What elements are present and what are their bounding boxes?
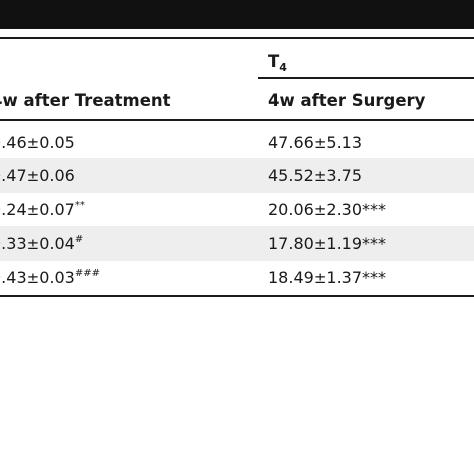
- row-1-surgery-value: 47.66±5.13: [268, 133, 363, 152]
- column-header-surgery: 4w after Surgery: [268, 91, 426, 110]
- table-bottom-rule: [0, 295, 474, 297]
- group-header-t4: T4: [268, 52, 287, 74]
- group-header-underline: [258, 77, 474, 79]
- row-4-shading: [0, 226, 474, 261]
- column-header-treatment: 4w after Treatment: [0, 91, 171, 110]
- row-4-surgery-value: 17.80±1.19***: [268, 234, 387, 253]
- top-border: [0, 0, 474, 29]
- row-1-treatment-value: 0.46±0.05: [0, 133, 75, 152]
- row-5-surgery-value: 18.49±1.37***: [268, 268, 387, 287]
- row-2-surgery-value: 45.52±3.75: [268, 166, 363, 185]
- row-2-treatment-value: 0.47±0.06: [0, 166, 75, 185]
- row-4-treatment-value: 0.33±0.04#: [0, 234, 84, 253]
- header-bottom-rule: [0, 119, 474, 121]
- row-3-treatment-value: 0.24±0.07**: [0, 200, 85, 219]
- row-2-shading: [0, 158, 474, 193]
- row-3-surgery-value: 20.06±2.30***: [268, 200, 387, 219]
- row-5-treatment-value: 0.43±0.03###: [0, 268, 100, 287]
- header-top-rule: [0, 37, 474, 39]
